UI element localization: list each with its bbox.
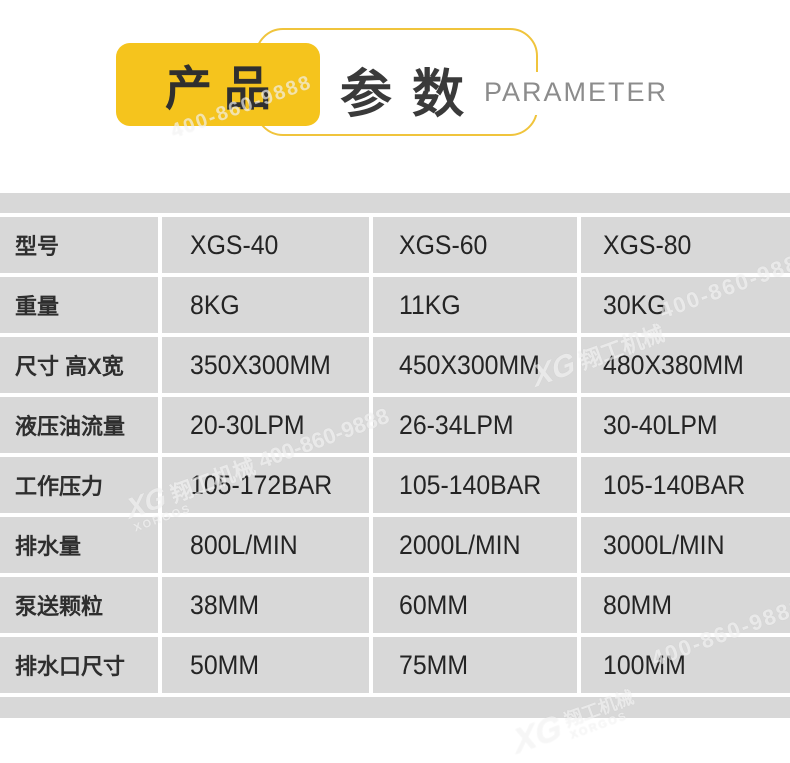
parameter-table: 型号 XGS-40 XGS-60 XGS-80 重量 8KG 11KG 30KG… [0, 217, 790, 697]
table-row-dimensions: 尺寸 高X宽 350X300MM 450X300MM 480X380MM [0, 337, 790, 393]
table-top-strip [0, 193, 790, 213]
row-label: 泵送颗粒 [0, 577, 158, 633]
cell-xgs60: 2000L/MIN [373, 517, 577, 573]
cell-xgs80: 105-140BAR [581, 457, 790, 513]
cell-xgs40: 8KG [162, 277, 369, 333]
cell-xgs40: 105-172BAR [162, 457, 369, 513]
cell-xgs60: 450X300MM [373, 337, 577, 393]
row-label: 工作压力 [0, 457, 158, 513]
cell-xgs80: XGS-80 [581, 217, 790, 273]
cell-xgs80: 30KG [581, 277, 790, 333]
page-subtitle: PARAMETER [478, 72, 679, 115]
title-badge: 产品 [116, 43, 320, 126]
table-bottom-strip [0, 697, 790, 718]
cell-xgs60: 60MM [373, 577, 577, 633]
table-row-drainage: 排水量 800L/MIN 2000L/MIN 3000L/MIN [0, 517, 790, 573]
row-label: 尺寸 高X宽 [0, 337, 158, 393]
table-row-outlet-size: 排水口尺寸 50MM 75MM 100MM [0, 637, 790, 693]
cell-xgs60: 11KG [373, 277, 577, 333]
row-label: 排水口尺寸 [0, 637, 158, 693]
cell-xgs40: 800L/MIN [162, 517, 369, 573]
cell-xgs80: 3000L/MIN [581, 517, 790, 573]
row-label: 重量 [0, 277, 158, 333]
cell-xgs60: 26-34LPM [373, 397, 577, 453]
table-row-particle: 泵送颗粒 38MM 60MM 80MM [0, 577, 790, 633]
cell-xgs60: XGS-60 [373, 217, 577, 273]
row-label: 液压油流量 [0, 397, 158, 453]
cell-xgs40: 38MM [162, 577, 369, 633]
table-row-model: 型号 XGS-40 XGS-60 XGS-80 [0, 217, 790, 273]
cell-xgs40: 350X300MM [162, 337, 369, 393]
cell-xgs80: 80MM [581, 577, 790, 633]
product-parameter-page: { "header": { "badge": "产品", "title": "参… [0, 28, 790, 762]
page-title: 参数 [340, 66, 485, 124]
cell-xgs40: 20-30LPM [162, 397, 369, 453]
table-row-oil-flow: 液压油流量 20-30LPM 26-34LPM 30-40LPM [0, 397, 790, 453]
table-row-pressure: 工作压力 105-172BAR 105-140BAR 105-140BAR [0, 457, 790, 513]
cell-xgs80: 480X380MM [581, 337, 790, 393]
cell-xgs40: 50MM [162, 637, 369, 693]
cell-xgs80: 100MM [581, 637, 790, 693]
cell-xgs80: 30-40LPM [581, 397, 790, 453]
row-label: 排水量 [0, 517, 158, 573]
table-row-weight: 重量 8KG 11KG 30KG [0, 277, 790, 333]
row-label: 型号 [0, 217, 158, 273]
cell-xgs40: XGS-40 [162, 217, 369, 273]
cell-xgs60: 75MM [373, 637, 577, 693]
cell-xgs60: 105-140BAR [373, 457, 577, 513]
title-badge-text: 产品 [165, 62, 283, 115]
